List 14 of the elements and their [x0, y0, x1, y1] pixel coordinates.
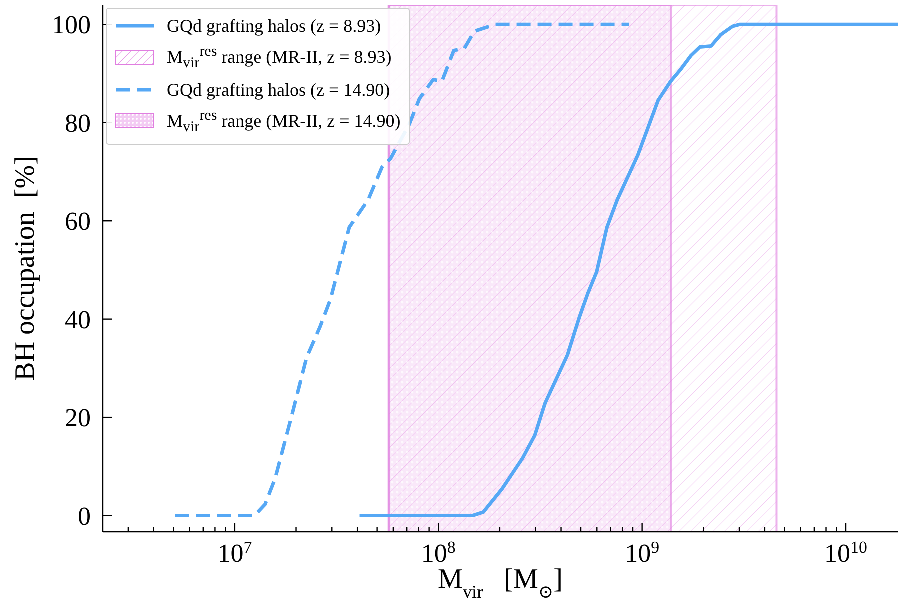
y-tick-label: 0: [78, 502, 91, 531]
y-axis-title: BH occupation [%]: [10, 156, 41, 381]
y-tick-label: 80: [65, 108, 91, 138]
x-tick-label: 10$^{9}$: [625, 538, 660, 568]
legend-label: GQd grafting halos (z = 8.93): [167, 15, 382, 38]
y-tick-label: 60: [65, 207, 91, 236]
y-tick-label: 20: [65, 404, 91, 433]
band-label: M$_{vir}$$^{res}$ range (MR-II, z = 8.93): [167, 43, 392, 74]
band-label: M$_{vir}$$^{res}$ range (MR-II, z = 14.90): [167, 106, 401, 138]
y-tick-label: 40: [65, 305, 91, 334]
x-tick-label: 10$^{7}$: [218, 538, 252, 568]
x-tick-label: 10$^{10}$: [824, 538, 868, 568]
legend-label: GQd grafting halos (z = 14.90): [167, 78, 390, 102]
y-tick-label: 100: [52, 10, 91, 40]
